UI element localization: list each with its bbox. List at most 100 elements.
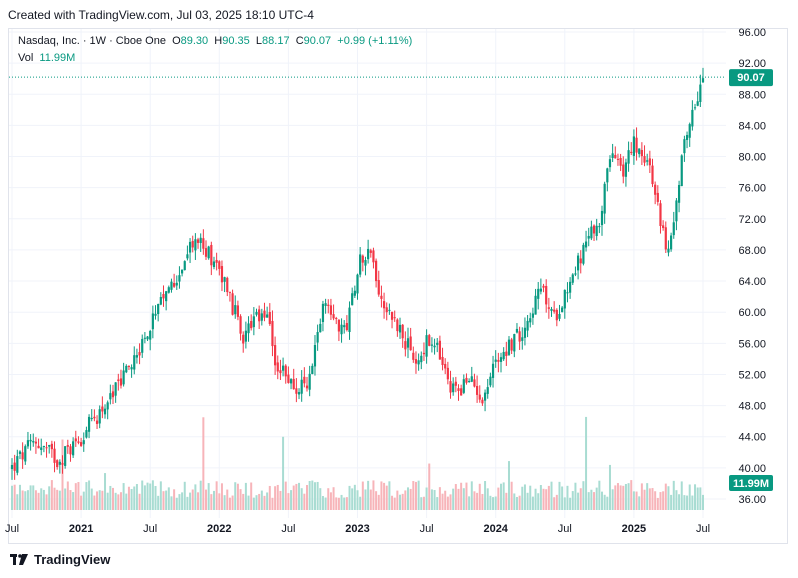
candle-body bbox=[287, 374, 290, 383]
volume-bar bbox=[202, 417, 205, 510]
high-label: H bbox=[214, 35, 223, 47]
candle-body bbox=[239, 316, 242, 334]
volume-bar bbox=[292, 485, 295, 510]
volume-bar bbox=[93, 495, 96, 510]
volume-bar bbox=[268, 485, 271, 510]
candle-body bbox=[218, 261, 221, 269]
candle-body bbox=[143, 337, 146, 339]
candle-body bbox=[481, 399, 484, 404]
symbol-info: Nasdaq, Inc. · 1W · Cboe One bbox=[18, 35, 166, 47]
volume-bar bbox=[50, 480, 53, 510]
volume-bar bbox=[104, 473, 107, 510]
candle-body bbox=[449, 381, 452, 393]
volume-bar bbox=[218, 493, 221, 510]
volume-bar bbox=[80, 495, 83, 510]
volume-bar bbox=[391, 495, 394, 510]
volume-bar bbox=[61, 439, 64, 510]
candle-body bbox=[279, 370, 282, 374]
volume-badge-label: 11.99M bbox=[733, 478, 769, 490]
candle-body bbox=[553, 309, 556, 312]
volume-bar bbox=[337, 497, 340, 510]
volume-bar bbox=[311, 480, 314, 510]
candle-body bbox=[452, 383, 455, 393]
candle-body bbox=[48, 445, 51, 447]
volume-bar bbox=[680, 481, 683, 510]
volume-bar bbox=[117, 494, 120, 510]
volume-bar bbox=[526, 492, 529, 510]
volume-bar bbox=[290, 490, 293, 510]
volume-bar bbox=[425, 487, 428, 510]
candle-body bbox=[454, 381, 457, 386]
candle-body bbox=[425, 335, 428, 357]
candle-body bbox=[178, 275, 181, 282]
candle-body bbox=[361, 255, 364, 263]
candle-body bbox=[587, 235, 590, 239]
candle-body bbox=[359, 254, 362, 275]
candle-body bbox=[188, 241, 192, 253]
candle-body bbox=[13, 462, 16, 471]
volume-bar bbox=[34, 490, 37, 510]
volume-bar bbox=[603, 494, 606, 510]
volume-bar bbox=[21, 490, 24, 510]
candle-body bbox=[380, 295, 383, 299]
last-price-badge bbox=[729, 69, 773, 87]
candle-body bbox=[422, 352, 426, 355]
volume-bar bbox=[531, 496, 534, 510]
candle-body bbox=[53, 448, 56, 463]
candle-body bbox=[489, 376, 492, 386]
volume-bar bbox=[29, 485, 32, 510]
volume-bar bbox=[643, 489, 646, 510]
volume-bar bbox=[659, 492, 662, 510]
volume-bar bbox=[473, 491, 476, 510]
candle-body bbox=[428, 335, 431, 346]
volume-bar bbox=[433, 490, 436, 510]
volume-bar bbox=[555, 494, 558, 510]
volume-bar bbox=[287, 493, 290, 510]
candle-body bbox=[529, 318, 532, 323]
volume-bar bbox=[630, 480, 633, 510]
volume-bar bbox=[377, 494, 380, 510]
y-tick-label: 64.00 bbox=[738, 276, 766, 288]
volume-bar bbox=[199, 480, 202, 510]
volume-bar bbox=[537, 493, 540, 510]
y-tick-label: 92.00 bbox=[738, 58, 766, 70]
volume-bar bbox=[26, 490, 29, 510]
volume-bar bbox=[380, 481, 383, 510]
candle-body bbox=[133, 355, 136, 370]
volume-bar bbox=[74, 483, 77, 510]
candle-body bbox=[364, 259, 367, 266]
candle-body bbox=[401, 324, 404, 339]
volume-bar bbox=[446, 496, 449, 510]
volume-bar bbox=[422, 496, 425, 510]
volume-bar bbox=[205, 489, 208, 510]
open-value: 89.30 bbox=[180, 35, 209, 47]
volume-bar bbox=[207, 483, 210, 510]
x-tick-label: 2024 bbox=[483, 523, 508, 535]
volume-bar bbox=[534, 488, 537, 510]
volume-bar bbox=[133, 486, 136, 510]
candle-body bbox=[685, 135, 689, 140]
volume-bar bbox=[409, 488, 412, 510]
volume-bar bbox=[157, 495, 160, 510]
candle-body bbox=[648, 158, 651, 166]
candle-body bbox=[436, 342, 439, 345]
candle-body bbox=[646, 160, 649, 162]
volume-bar bbox=[88, 480, 91, 510]
volume-bar bbox=[260, 490, 263, 510]
candle-body bbox=[260, 313, 263, 321]
volume-bar bbox=[507, 461, 510, 510]
volume-bar bbox=[558, 481, 561, 510]
volume-bar bbox=[569, 497, 572, 510]
candle-body bbox=[340, 324, 343, 335]
volume-bar bbox=[651, 488, 654, 510]
volume-bar bbox=[13, 484, 16, 510]
volume-bar bbox=[561, 486, 564, 510]
tradingview-brand[interactable]: TradingView bbox=[10, 552, 110, 567]
candle-body bbox=[199, 237, 202, 244]
candle-body bbox=[154, 313, 157, 316]
volume-bar bbox=[497, 487, 500, 510]
chart-caption: Created with TradingView.com, Jul 03, 20… bbox=[8, 8, 314, 22]
candle-body bbox=[497, 359, 500, 362]
candle-body bbox=[58, 461, 61, 465]
